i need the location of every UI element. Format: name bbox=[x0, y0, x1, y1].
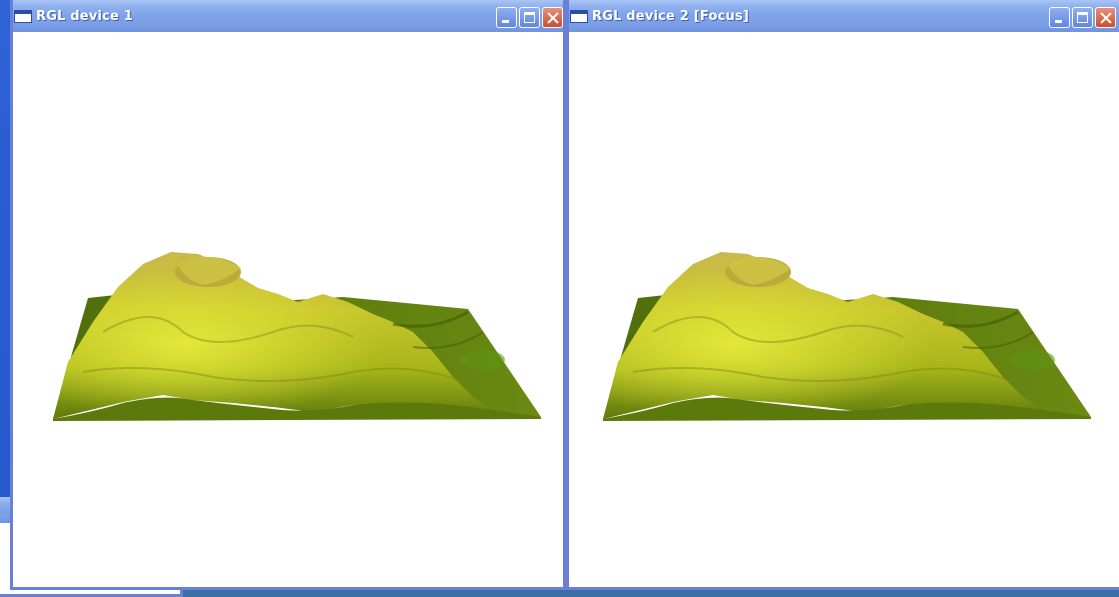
close-button[interactable] bbox=[542, 7, 563, 28]
terrain-surface bbox=[53, 252, 541, 421]
terrain-surface bbox=[603, 252, 1091, 421]
minimize-button[interactable] bbox=[1049, 7, 1070, 28]
title-bar[interactable]: RGL device 1 bbox=[13, 0, 563, 32]
maximize-icon bbox=[1073, 8, 1092, 27]
rgl-canvas[interactable] bbox=[569, 32, 1119, 587]
minimize-icon bbox=[1050, 8, 1069, 27]
rgl-canvas[interactable] bbox=[13, 32, 563, 587]
rgl-device-2-window[interactable]: RGL device 2 [Focus] bbox=[566, 0, 1119, 590]
close-button[interactable] bbox=[1095, 7, 1116, 28]
minimize-icon bbox=[497, 8, 516, 27]
window-icon bbox=[14, 9, 32, 23]
window-title: RGL device 1 bbox=[36, 8, 134, 24]
close-icon bbox=[543, 8, 562, 27]
maximize-button[interactable] bbox=[1072, 7, 1093, 28]
title-bar[interactable]: RGL device 2 [Focus] bbox=[569, 0, 1119, 32]
window-title: RGL device 2 [Focus] bbox=[592, 8, 750, 24]
rgl-device-1-window[interactable]: RGL device 1 bbox=[10, 0, 566, 590]
window-icon bbox=[570, 9, 588, 23]
close-icon bbox=[1096, 8, 1115, 27]
maximize-icon bbox=[520, 8, 539, 27]
maximize-button[interactable] bbox=[519, 7, 540, 28]
minimize-button[interactable] bbox=[496, 7, 517, 28]
